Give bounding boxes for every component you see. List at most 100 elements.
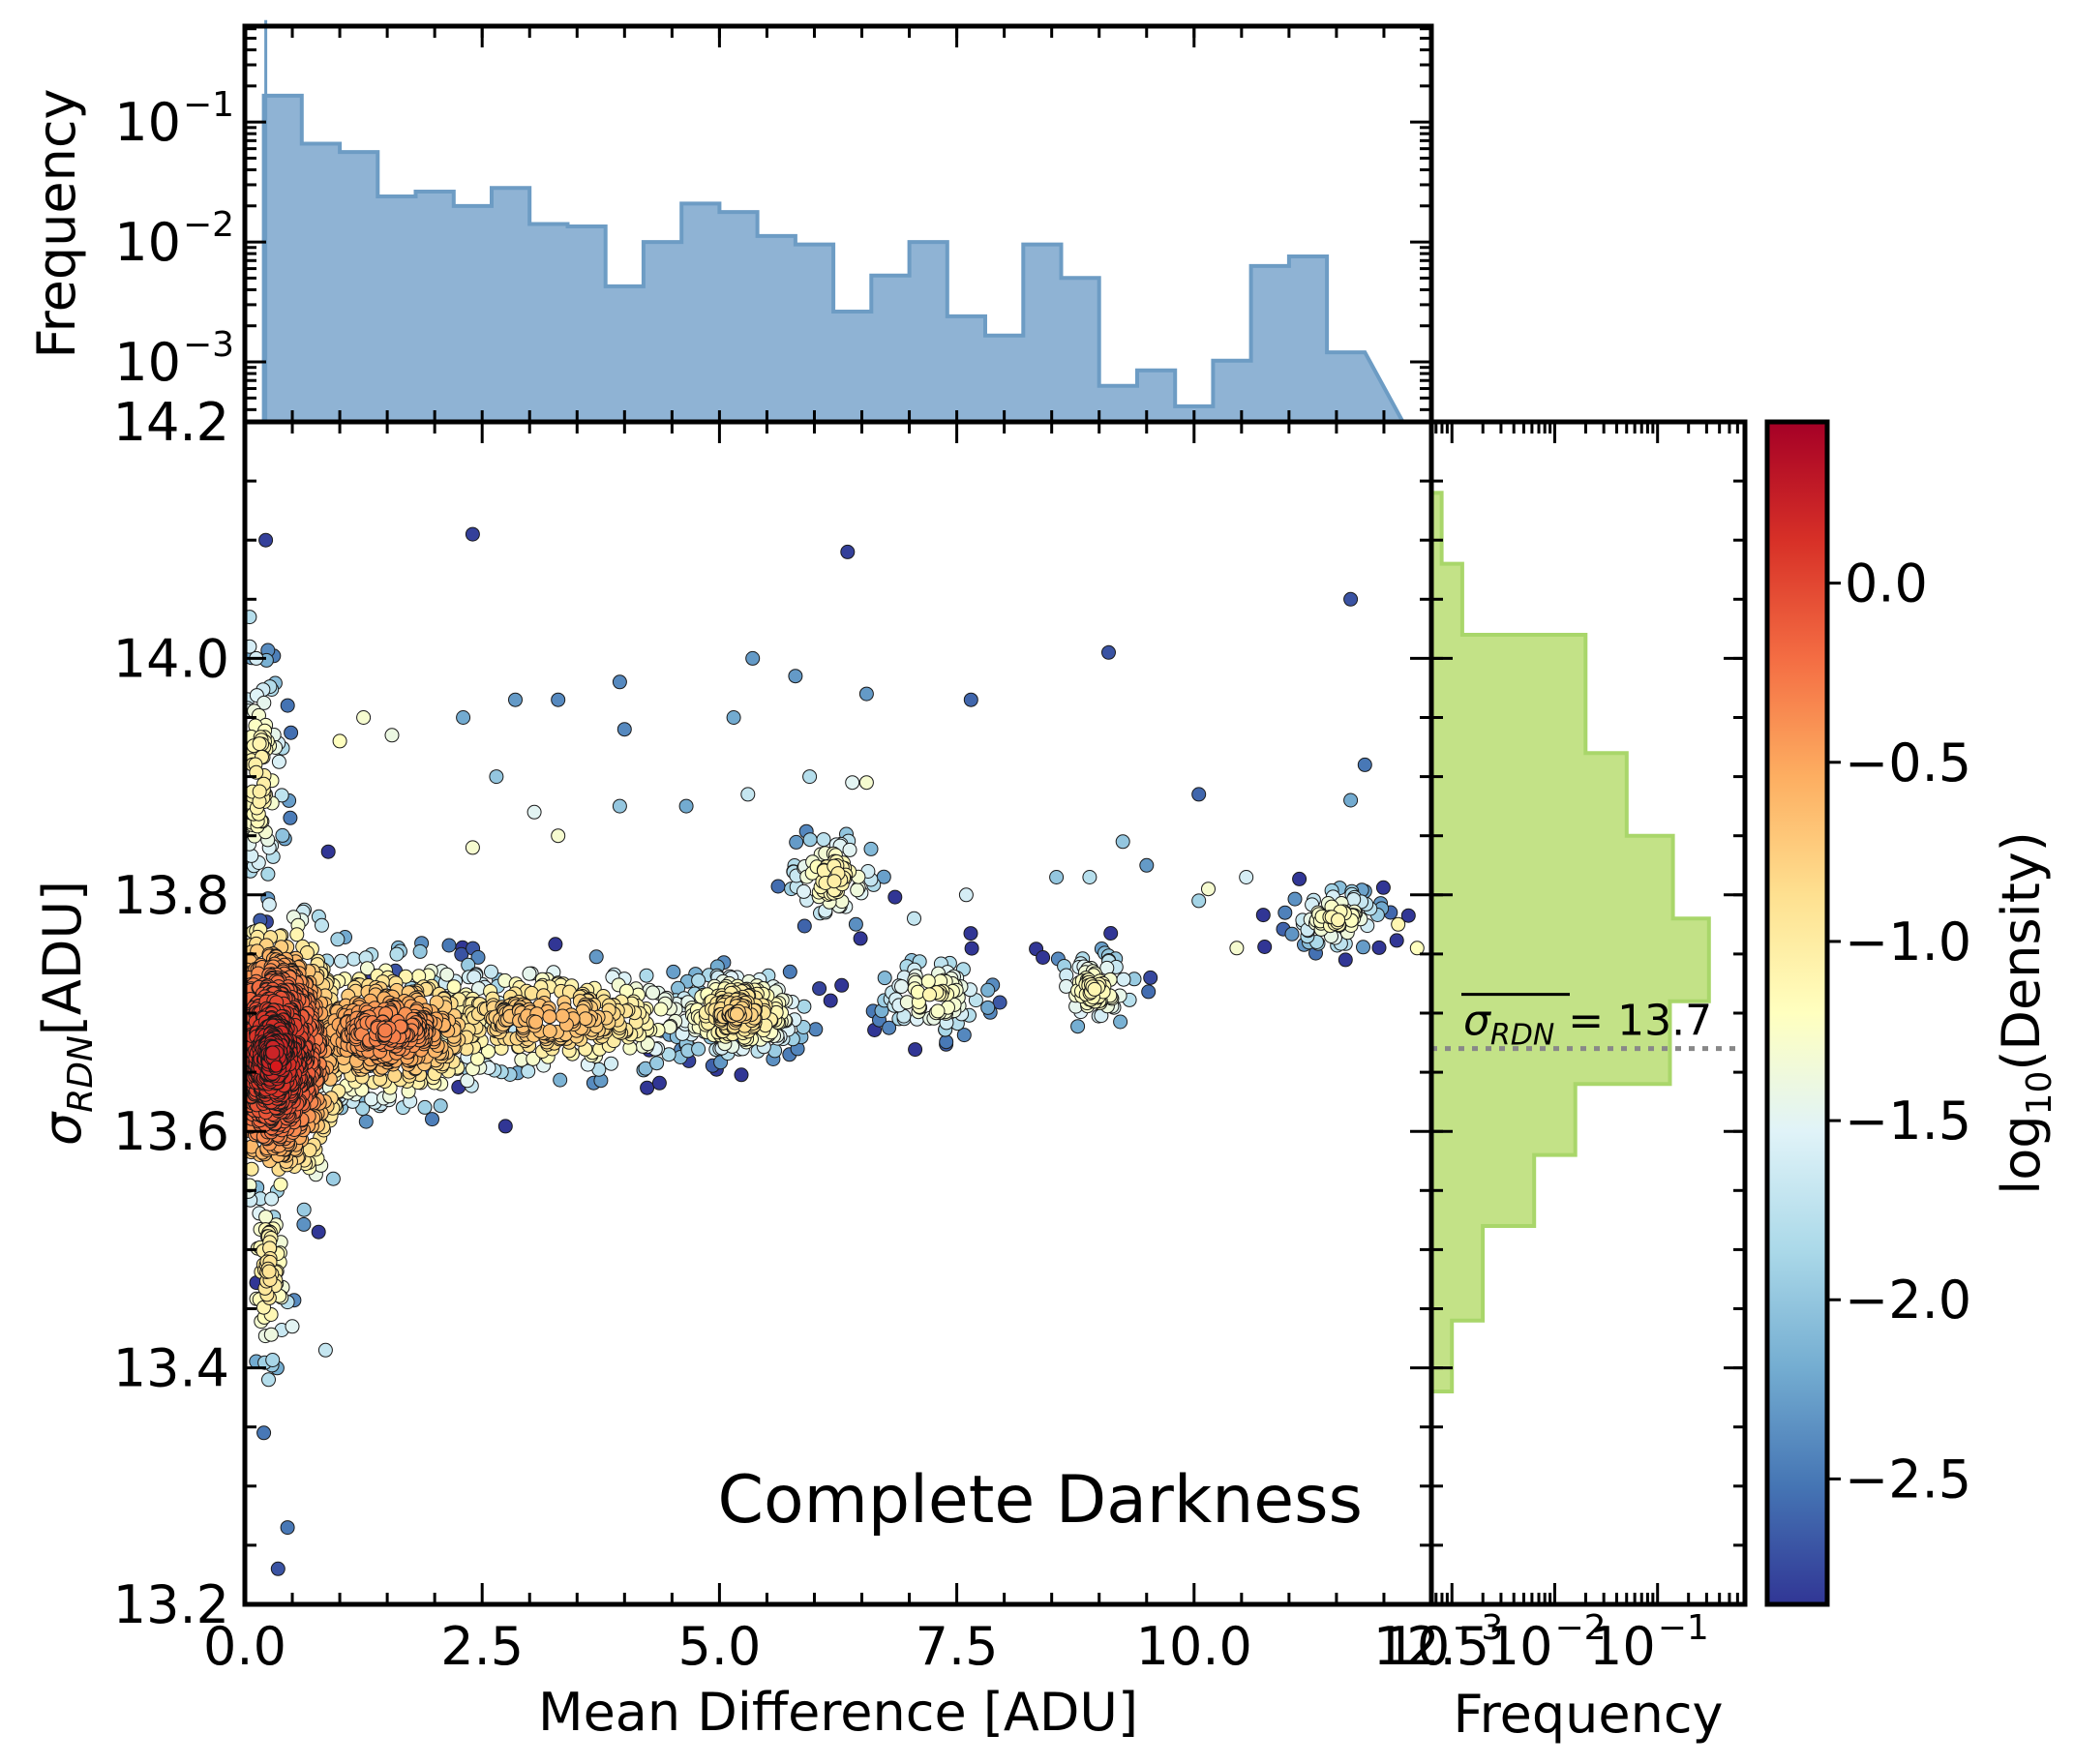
scatter-point bbox=[666, 964, 681, 979]
right-x-tick-exponent: −2 bbox=[1554, 1608, 1606, 1648]
scatter-point bbox=[377, 1023, 393, 1038]
scatter-point bbox=[270, 1561, 286, 1576]
scatter-point bbox=[877, 971, 892, 986]
scatter-point bbox=[285, 1319, 300, 1334]
x-tick-label: 2.5 bbox=[440, 1616, 524, 1677]
scatter-points bbox=[245, 526, 1425, 1576]
scatter-point bbox=[551, 828, 566, 844]
scatter-point bbox=[280, 698, 295, 713]
scatter-point bbox=[653, 1002, 669, 1017]
scatter-point bbox=[315, 917, 329, 933]
scatter-point bbox=[1389, 933, 1404, 948]
scatter-point bbox=[1343, 792, 1359, 808]
scatter-point bbox=[264, 1191, 280, 1207]
colorbar: 0.0 −0.5 −1.0 −1.5 −2.0 −2.5 log10(Density) bbox=[1764, 419, 2059, 1607]
scatter-point bbox=[1082, 870, 1097, 884]
scatter-point bbox=[296, 1216, 312, 1232]
scatter-point bbox=[640, 1080, 655, 1095]
y-tick-label: 13.6 bbox=[113, 1101, 229, 1162]
top-y-tick-label: 10 bbox=[114, 212, 181, 273]
scatter-point bbox=[334, 953, 348, 969]
scatter-point bbox=[649, 1056, 665, 1071]
top-y-tick-label: 10 bbox=[114, 92, 181, 153]
scatter-point bbox=[260, 866, 276, 882]
scatter-point bbox=[1284, 926, 1300, 942]
scatter-point bbox=[1070, 1019, 1086, 1034]
scatter-point bbox=[922, 987, 937, 1002]
x-tick-label: 0.0 bbox=[203, 1616, 286, 1677]
scatter-point bbox=[910, 984, 925, 1000]
scatter-point bbox=[887, 889, 903, 905]
scatter-point bbox=[646, 985, 660, 1001]
scatter-point bbox=[930, 1003, 946, 1019]
scatter-point bbox=[346, 951, 362, 967]
scatter-point bbox=[433, 1098, 448, 1114]
scatter-point bbox=[788, 669, 803, 684]
scatter-point bbox=[797, 883, 811, 899]
scatter-point bbox=[842, 842, 857, 857]
colorbar-gradient bbox=[1767, 422, 1827, 1604]
scatter-point bbox=[1391, 916, 1406, 932]
scatter-point bbox=[745, 650, 761, 666]
scatter-point bbox=[245, 639, 257, 654]
scatter-point bbox=[840, 544, 856, 559]
scatter-point bbox=[528, 1014, 544, 1030]
scatter-point bbox=[920, 973, 936, 989]
scatter-point bbox=[252, 784, 267, 799]
right-x-tick-exponent: −1 bbox=[1658, 1608, 1709, 1648]
scatter-point bbox=[894, 979, 909, 994]
scatter-point bbox=[265, 1353, 281, 1367]
scatter-point bbox=[639, 968, 654, 983]
scatter-point bbox=[827, 874, 842, 889]
scatter-point bbox=[280, 1520, 295, 1536]
scatter-point bbox=[1287, 891, 1303, 907]
scatter-point bbox=[417, 1099, 433, 1115]
colorbar-tick-label: −0.5 bbox=[1845, 733, 1971, 793]
right-x-tick-exponent: −3 bbox=[1452, 1608, 1503, 1648]
scatter-point bbox=[1115, 834, 1130, 850]
scatter-point bbox=[1141, 984, 1157, 1000]
x-tick-label: 5.0 bbox=[677, 1616, 761, 1677]
scatter-point bbox=[726, 710, 741, 725]
scatter-point bbox=[797, 999, 812, 1014]
scatter-point bbox=[258, 532, 274, 548]
scatter-point bbox=[460, 1073, 475, 1089]
scatter-point bbox=[551, 692, 566, 707]
scatter-point bbox=[729, 1006, 744, 1022]
scatter-point bbox=[1101, 644, 1116, 660]
right-histogram-ticks: 10−310−210−1 bbox=[1384, 420, 1746, 1677]
x-tick-label: 7.5 bbox=[916, 1616, 999, 1677]
scatter-point bbox=[661, 1047, 676, 1062]
colorbar-frame bbox=[1764, 419, 1830, 1607]
y-tick-label: 13.2 bbox=[113, 1574, 229, 1635]
colorbar-ticks: 0.0 −0.5 −1.0 −1.5 −2.0 −2.5 bbox=[1827, 553, 1971, 1510]
colorbar-tick-label: 0.0 bbox=[1845, 553, 1928, 614]
scatter-point bbox=[412, 943, 428, 959]
scatter-point bbox=[508, 692, 523, 707]
scatter-point bbox=[1087, 981, 1102, 997]
scatter-point bbox=[1338, 952, 1353, 968]
scatter-point bbox=[734, 1067, 749, 1083]
scatter-point bbox=[521, 1063, 536, 1079]
scatter-point bbox=[261, 897, 277, 912]
scatter-point bbox=[848, 916, 863, 932]
scatter-point bbox=[261, 1264, 277, 1279]
y-tick-label-top: 14.2 bbox=[113, 392, 229, 453]
scatter-point bbox=[439, 967, 455, 982]
scatter-point bbox=[465, 840, 480, 855]
scatter-point bbox=[526, 804, 542, 820]
scatter-point bbox=[1116, 972, 1131, 987]
main-scatter-panel: 0.0 2.5 5.0 7.5 10.0 12.5 13.2 13.4 13.6 13.8 14.0… bbox=[32, 392, 1489, 1743]
scatter-point bbox=[296, 1202, 312, 1217]
scatter-point bbox=[802, 769, 818, 785]
scatter-point bbox=[980, 1000, 996, 1015]
scatter-point bbox=[389, 946, 405, 962]
right-histogram-bars bbox=[1429, 491, 1711, 1394]
top-histogram-ylabel: Frequency bbox=[26, 89, 87, 359]
scatter-point bbox=[939, 1034, 954, 1050]
scatter-point bbox=[256, 1425, 272, 1441]
scatter-point bbox=[958, 887, 974, 903]
scatter-point bbox=[358, 1114, 374, 1129]
scatter-point bbox=[1201, 882, 1216, 897]
top-y-tick-exponent: −1 bbox=[183, 85, 234, 125]
